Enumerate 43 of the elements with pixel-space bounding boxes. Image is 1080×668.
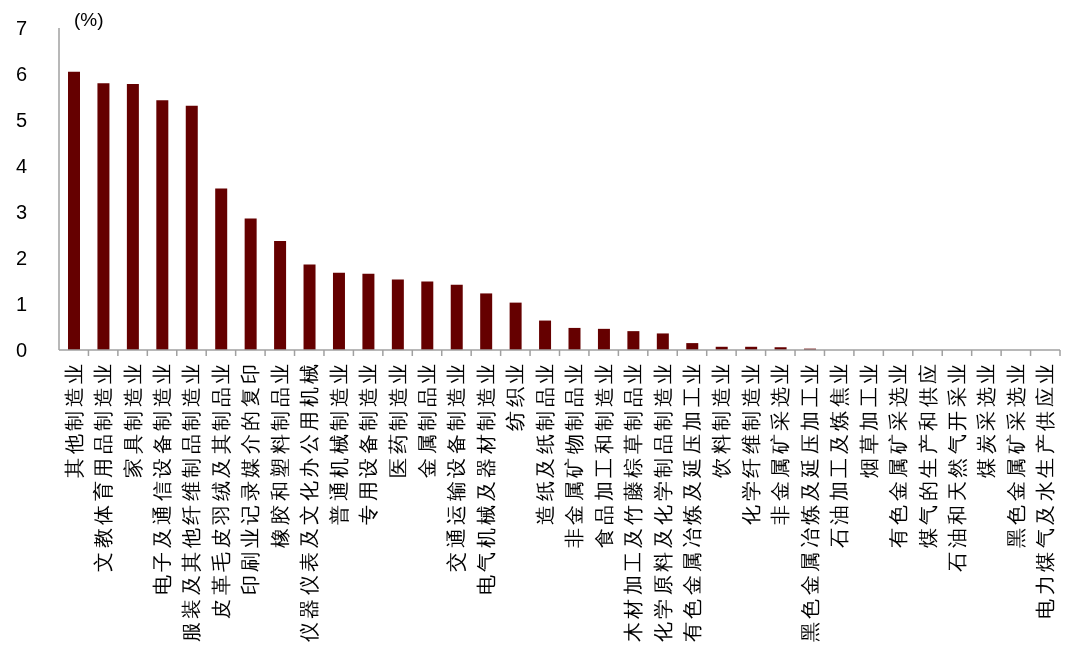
x-tick-label: 饮料制造业 (710, 360, 733, 479)
x-tick-label: 造纸及纸制品业 (533, 360, 556, 525)
x-tick-label: 电气机械及器材制造业 (474, 360, 497, 595)
x-tick-label: 煤炭采选业 (975, 360, 998, 478)
x-tick-label: 医药制造业 (386, 360, 409, 478)
x-tick-label: 纺织业 (504, 360, 527, 431)
x-tick-label: 交通运输设备制造业 (445, 360, 468, 572)
y-axis-title: (%) (74, 8, 104, 32)
y-tick-label: 6 (15, 63, 27, 86)
x-tick-label: 有色金属矿采选业 (887, 360, 910, 548)
y-tick-label: 0 (15, 339, 27, 362)
x-tick-label: 石油和天然气开采业 (945, 360, 968, 572)
y-tick-label: 5 (15, 109, 27, 132)
x-tick-label: 化学纤维制造业 (739, 360, 762, 525)
x-tick-label: 家具制造业 (121, 360, 144, 478)
x-tick-label: 烟草加工业 (857, 360, 880, 478)
x-tick-label: 普通机械制造业 (327, 360, 350, 525)
x-tick-label: 黑色金属冶炼及延压加工业 (798, 360, 821, 642)
x-tick-label: 黑色金属矿采选业 (1004, 360, 1027, 548)
y-tick-label: 4 (15, 155, 27, 178)
y-tick-label: 1 (15, 293, 27, 316)
x-tick-label: 化学原料及化学制品制造业 (651, 360, 674, 642)
x-tick-label: 其他制造业 (62, 360, 85, 478)
x-tick-label: 仪器仪表及文化办公用机械 (298, 360, 321, 642)
x-tick-label: 石油加工及炼焦业 (828, 360, 851, 548)
x-tick-label: 电力煤气及水生产供应业 (1034, 360, 1057, 619)
x-tick-label: 电子及通信设备制造业 (151, 360, 174, 595)
x-tick-label: 食品加工和制造业 (592, 360, 615, 548)
x-tick-label: 专用设备制造业 (357, 360, 380, 525)
y-tick-label: 2 (15, 247, 27, 270)
x-tick-label: 木材加工及竹藤棕草制品业 (622, 360, 645, 642)
x-tick-label: 有色金属冶炼及延压加工业 (680, 360, 703, 642)
x-tick-label: 非金属矿采选业 (769, 360, 792, 525)
y-tick-label: 7 (15, 17, 27, 40)
x-tick-label: 皮革毛皮羽绒及其制品业 (209, 360, 232, 619)
x-tick-label: 服装及其他纤维制品制造业 (180, 360, 203, 642)
x-tick-label: 煤气的生产和供应 (916, 360, 939, 548)
x-tick-label: 印刷业记录媒介的复印 (239, 360, 262, 595)
x-tick-label: 非金属矿物制品业 (563, 360, 586, 548)
y-tick-label: 3 (15, 201, 27, 224)
x-tick-label: 文教体育用品制造业 (92, 360, 115, 572)
x-tick-label: 金属制品业 (416, 360, 439, 478)
x-tick-label: 橡胶和塑料制品业 (268, 360, 291, 548)
